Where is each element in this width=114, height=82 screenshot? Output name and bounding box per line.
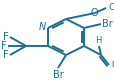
Text: CH₃: CH₃ — [108, 4, 114, 12]
Text: N: N — [38, 22, 46, 32]
Text: Br: Br — [101, 19, 112, 29]
Text: O: O — [111, 60, 114, 70]
Text: F: F — [3, 50, 9, 60]
Text: H: H — [94, 36, 100, 45]
Text: F: F — [1, 41, 7, 51]
Text: F: F — [3, 32, 9, 42]
Text: O: O — [89, 8, 97, 18]
Text: Br: Br — [52, 70, 63, 80]
